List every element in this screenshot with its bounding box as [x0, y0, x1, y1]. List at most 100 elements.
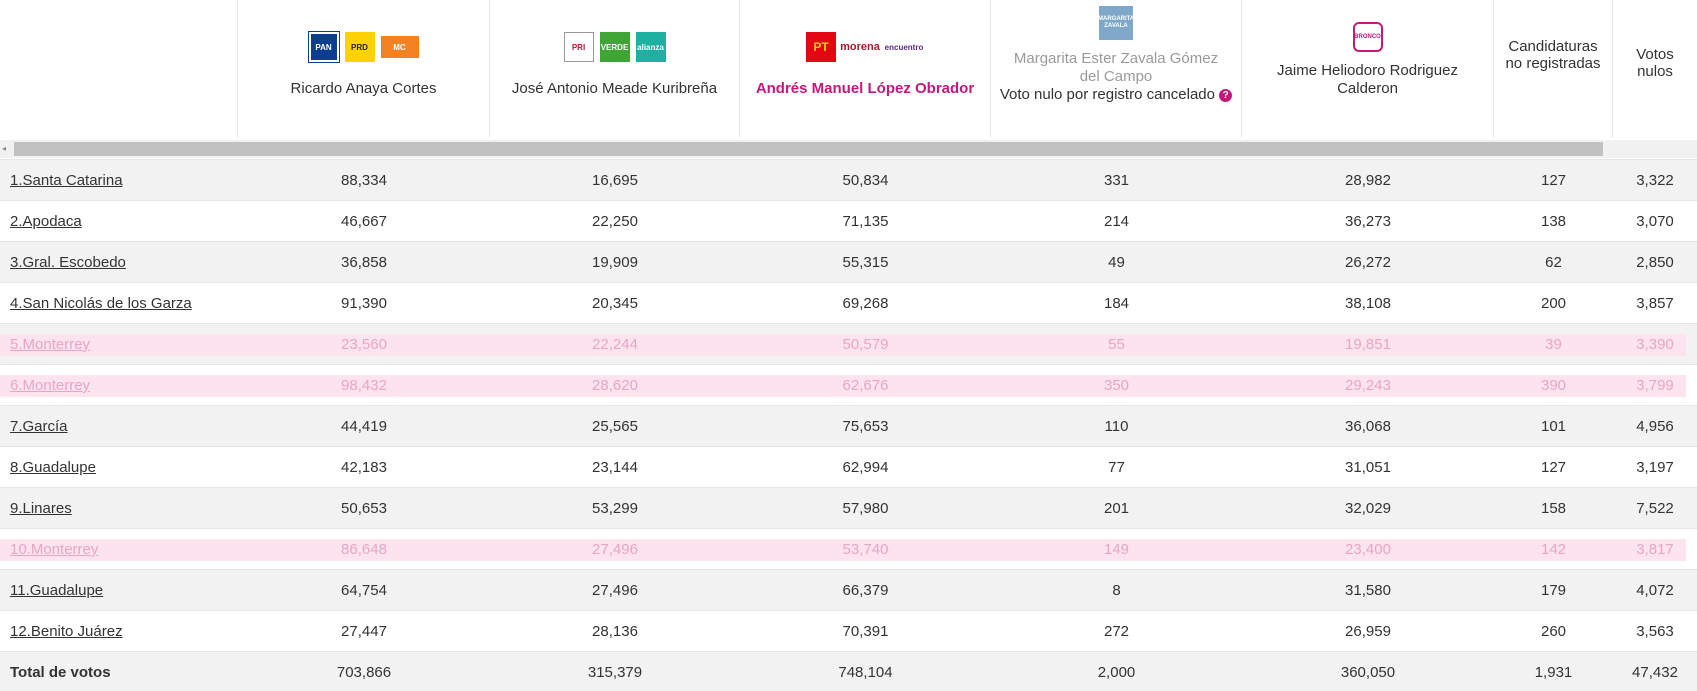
bronco-logo-icon: BRONCO	[1352, 22, 1383, 52]
header-candidate-5: BRONCO Jaime Heliodoro Rodriguez Caldero…	[1242, 0, 1494, 138]
table-header: PAN PRD MC Ricardo Anaya Cortes PRI VERD…	[0, 0, 1697, 140]
district-link[interactable]: 10.Monterrey	[10, 541, 99, 558]
vote-cell: 47,432	[1632, 664, 1678, 681]
total-label: Total de votos	[10, 664, 111, 681]
vote-cell: 28,136	[592, 623, 638, 640]
vote-cell: 214	[1103, 213, 1130, 230]
district-cell: 10.Monterrey	[0, 529, 238, 570]
candidate-name: Jaime Heliodoro Rodriguez Calderon	[1277, 62, 1458, 97]
district-link[interactable]: 4.San Nicolás de los Garza	[10, 295, 192, 312]
district-cell: Total de votos	[0, 652, 238, 691]
prd-logo-icon: PRD	[344, 32, 375, 62]
candidate-logo: MARGARITA ZAVALA	[1098, 6, 1134, 40]
party-logos: PT morena encuentro	[806, 30, 924, 64]
horizontal-scrollbar[interactable]: ◂	[0, 140, 1697, 158]
vote-cell: 36,858	[341, 254, 387, 271]
cancelled-note-text: Voto nulo por registro cancelado	[999, 86, 1215, 103]
vote-cell: 19,909	[592, 254, 638, 271]
vote-cell: 20,345	[592, 295, 638, 312]
district-cell: 7.García	[0, 406, 238, 447]
district-link[interactable]: 7.García	[10, 418, 68, 435]
vote-cell: 70,391	[842, 623, 889, 640]
vote-cell: 201	[1103, 500, 1130, 517]
nueva-alianza-logo-icon: alianza	[635, 32, 666, 62]
table-row: 11.Guadalupe 64,754 27,496 66,379 8 31,580 179…	[0, 569, 1697, 610]
vote-cell: 27,496	[592, 582, 638, 599]
vote-cell: 98,432	[341, 377, 387, 394]
header-candidate-1: PAN PRD MC Ricardo Anaya Cortes	[238, 0, 490, 138]
header-candidate-3: PT morena encuentro Andrés Manuel López …	[740, 0, 991, 138]
header-candidate-2: PRI VERDE alianza José Antonio Meade Kur…	[490, 0, 740, 138]
vote-cell: 31,051	[1345, 459, 1391, 476]
pt-logo-icon: PT	[806, 32, 836, 62]
vote-cell: 4,956	[1636, 418, 1674, 435]
district-link[interactable]: 1.Santa Catarina	[10, 172, 123, 189]
vote-cell: 28,620	[592, 377, 638, 394]
vote-cell: 32,029	[1345, 500, 1391, 517]
scroll-left-arrow-icon[interactable]: ◂	[2, 144, 7, 153]
district-link[interactable]: 3.Gral. Escobedo	[10, 254, 126, 271]
vote-cell: 55	[1108, 336, 1125, 353]
vote-cell: 260	[1540, 623, 1567, 640]
vote-cell: 22,244	[592, 336, 638, 353]
candidate-name: José Antonio Meade Kuribreña	[511, 80, 718, 97]
vote-cell: 3,563	[1636, 623, 1674, 640]
district-cell: 5.Monterrey	[0, 324, 238, 365]
district-cell: 1.Santa Catarina	[0, 160, 238, 201]
vote-cell: 26,959	[1345, 623, 1391, 640]
vote-cell: 2,000	[1097, 664, 1136, 681]
vote-cell: 3,390	[1636, 336, 1674, 353]
district-link[interactable]: 11.Guadalupe	[10, 582, 104, 599]
vote-cell: 331	[1103, 172, 1130, 189]
table-row: 10.Monterrey 86,648 27,496 53,740 149 23,400 1…	[0, 528, 1697, 569]
candidate-name: Margarita Ester Zavala Gómez del Campo	[1013, 50, 1219, 85]
vote-cell: 49	[1108, 254, 1125, 271]
vote-cell: 91,390	[341, 295, 387, 312]
district-link[interactable]: 5.Monterrey	[10, 336, 91, 353]
vote-cell: 66,379	[842, 582, 889, 599]
vote-cell: 179	[1540, 582, 1567, 599]
table-row: 2.Apodaca 46,667 22,250 71,135 214 36,273 138 3…	[0, 200, 1697, 241]
vote-cell: 36,068	[1345, 418, 1391, 435]
header-unregistered: Candidaturas no registradas	[1494, 0, 1613, 138]
district-link[interactable]: 9.Linares	[10, 500, 72, 517]
vote-cell: 184	[1103, 295, 1130, 312]
district-link[interactable]: 6.Monterrey	[10, 377, 91, 394]
vote-cell: 158	[1540, 500, 1567, 517]
vote-cell: 50,579	[842, 336, 889, 353]
vote-cell: 62,676	[842, 377, 889, 394]
district-cell: 9.Linares	[0, 488, 238, 529]
vote-cell: 50,653	[341, 500, 387, 517]
table-row: 12.Benito Juárez 27,447 28,136 70,391 272 26,…	[0, 610, 1697, 651]
vote-cell: 3,070	[1636, 213, 1674, 230]
vote-cell: 77	[1108, 459, 1125, 476]
vote-cell: 22,250	[592, 213, 638, 230]
vote-cell: 44,419	[341, 418, 387, 435]
annulled-highlight	[0, 539, 1686, 561]
party-logos: PRI VERDE alianza	[563, 30, 666, 64]
vote-cell: 1,931	[1534, 664, 1573, 681]
district-link[interactable]: 12.Benito Juárez	[10, 623, 123, 640]
encuentro-social-logo-icon: encuentro	[884, 32, 924, 62]
vote-cell: 27,447	[341, 623, 387, 640]
pri-logo-icon: PRI	[563, 32, 594, 62]
help-icon[interactable]: ?	[1219, 88, 1233, 102]
null-votes-label: Votos nulos	[1636, 46, 1674, 80]
vote-cell: 3,817	[1636, 541, 1674, 558]
district-cell: 4.San Nicolás de los Garza	[0, 283, 238, 324]
vote-cell: 55,315	[842, 254, 889, 271]
verde-logo-icon: VERDE	[599, 32, 630, 62]
vote-cell: 3,322	[1636, 172, 1674, 189]
vote-cell: 360,050	[1340, 664, 1396, 681]
vote-cell: 16,695	[592, 172, 638, 189]
vote-cell: 29,243	[1345, 377, 1391, 394]
vote-cell: 748,104	[838, 664, 893, 681]
district-cell: 12.Benito Juárez	[0, 611, 238, 652]
district-link[interactable]: 2.Apodaca	[10, 213, 82, 230]
vote-cell: 62,994	[842, 459, 889, 476]
morena-logo-icon: morena	[840, 32, 880, 62]
district-link[interactable]: 8.Guadalupe	[10, 459, 96, 476]
vote-cell: 8	[1112, 582, 1121, 599]
scrollbar-thumb[interactable]	[14, 142, 1603, 156]
vote-cell: 703,866	[336, 664, 392, 681]
